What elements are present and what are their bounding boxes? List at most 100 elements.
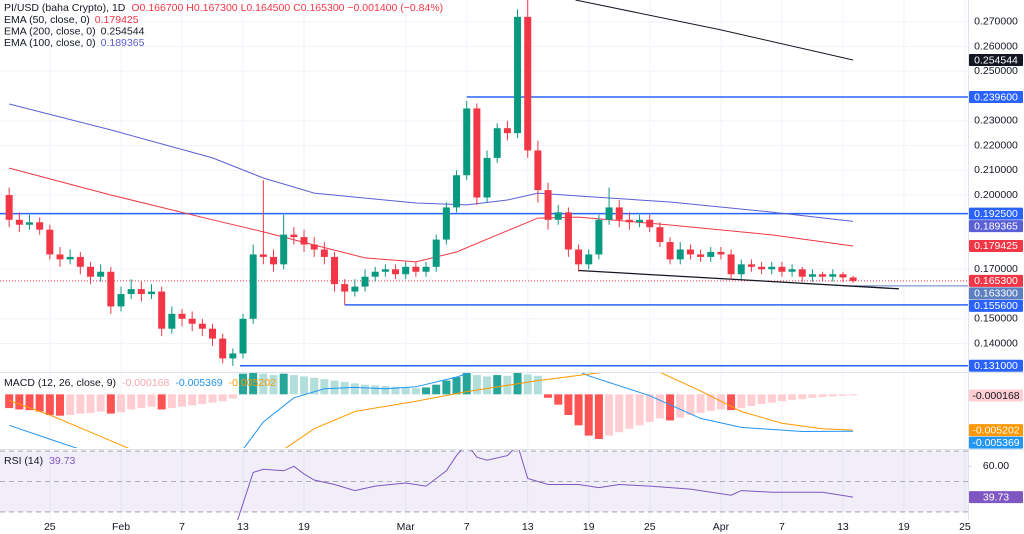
candle-body	[524, 16, 532, 151]
histogram-bar	[381, 386, 390, 395]
legend-value: 0.179425	[95, 14, 139, 26]
histogram-bar	[178, 394, 187, 407]
histogram-bar	[289, 375, 298, 395]
histogram-bar	[706, 394, 715, 411]
histogram-bar	[371, 385, 380, 395]
legend-value: 0.254544	[101, 25, 145, 37]
candle-body	[56, 254, 64, 260]
candle-body	[280, 234, 288, 265]
histogram-bar	[727, 394, 736, 411]
histogram-bar	[483, 376, 492, 395]
price-tag-label: 0.165300	[974, 275, 1018, 287]
candle-body	[310, 244, 318, 250]
histogram-bar	[249, 373, 258, 395]
legends: PI/USD (baha Crypto), 1D O0.166700 H0.167…	[4, 2, 443, 467]
histogram-bar	[442, 380, 451, 395]
price-tag-label: 0.189365	[974, 220, 1018, 232]
histogram-bar	[198, 394, 207, 404]
price-tag	[969, 287, 1023, 300]
x-tick-label: 13	[237, 521, 249, 533]
price-tag	[969, 389, 1023, 402]
candle-body	[575, 249, 583, 265]
histogram-bar	[239, 373, 248, 395]
histogram-bar	[696, 394, 705, 413]
candle-body	[747, 264, 755, 267]
y-tick-label: 0.220000	[974, 139, 1018, 151]
histogram-bar	[147, 394, 156, 407]
line	[9, 373, 854, 448]
candle-body	[676, 249, 684, 260]
candle-body	[473, 108, 481, 198]
candle-body	[595, 219, 603, 255]
price-tag-label: 0.239600	[974, 91, 1018, 103]
candle-body	[788, 269, 796, 272]
candle-body	[686, 249, 694, 255]
histogram-bar	[96, 394, 105, 412]
price-tag-label: 0.192500	[974, 208, 1018, 220]
legend-value: -0.005369	[175, 377, 222, 389]
candle-body	[422, 266, 430, 272]
candle-body	[707, 251, 715, 257]
line	[578, 269, 899, 290]
candle-body	[646, 219, 654, 228]
candle-body	[209, 328, 217, 339]
candle-body	[371, 271, 379, 277]
candle-body	[25, 222, 33, 225]
histogram-bar	[106, 394, 115, 414]
price-tag-label: 39.73	[983, 491, 1009, 503]
legend-entry: RSI (14) 39.73	[4, 455, 76, 467]
histogram-bar	[279, 373, 288, 395]
candle-body	[615, 207, 623, 220]
histogram-bar	[422, 387, 431, 395]
histogram-bar	[798, 394, 807, 400]
histogram-bar	[66, 394, 75, 415]
line	[237, 450, 854, 520]
histogram-bar	[838, 394, 847, 396]
candle-body	[737, 264, 745, 275]
x-tick-label: 7	[779, 521, 785, 533]
histogram-bar	[788, 394, 797, 400]
histogram-bar	[777, 394, 786, 402]
histogram-bar	[615, 394, 624, 433]
price-tag	[969, 274, 1023, 287]
candle-body	[331, 256, 339, 285]
histogram-bar	[462, 373, 471, 395]
legend-name: RSI (14)	[4, 455, 43, 467]
price-tag	[969, 239, 1023, 252]
candle-body	[320, 249, 328, 257]
candle-body	[534, 150, 542, 191]
macd-pane	[5, 373, 966, 448]
histogram-bar	[269, 375, 278, 395]
candle-body	[36, 222, 44, 230]
y-tick-label: 0.140000	[974, 337, 1018, 349]
price-tag	[969, 54, 1023, 67]
candle-body	[259, 254, 267, 257]
histogram-bar	[574, 394, 583, 426]
x-tick-label: 7	[464, 521, 470, 533]
histogram-bar	[808, 394, 817, 398]
candle-body	[453, 175, 461, 208]
candle-body	[564, 212, 572, 250]
candle-body	[697, 254, 705, 257]
candle-body	[585, 254, 593, 265]
histogram-bar	[635, 394, 644, 426]
histogram-bar	[167, 394, 176, 409]
candle-body	[66, 256, 74, 260]
candle-body	[5, 195, 13, 220]
y-tick-label: 0.250000	[974, 65, 1018, 77]
legend-entry: EMA (50, close, 0) 0.179425	[4, 14, 139, 26]
histogram-bar	[391, 386, 400, 395]
main-legend: PI/USD (baha Crypto), 1D O0.166700 H0.167…	[4, 2, 443, 14]
legend-name: EMA (50, close, 0)	[4, 14, 90, 26]
price-tag-label: -0.005369	[972, 437, 1019, 449]
x-tick-label: 25	[959, 521, 971, 533]
price-tag	[969, 91, 1023, 104]
line	[9, 373, 854, 448]
histogram-bar	[300, 376, 309, 395]
histogram-bar	[757, 394, 766, 404]
candle-body	[808, 274, 816, 277]
price-tag	[969, 299, 1023, 312]
candle-body	[829, 274, 837, 277]
candle-body	[290, 234, 298, 238]
